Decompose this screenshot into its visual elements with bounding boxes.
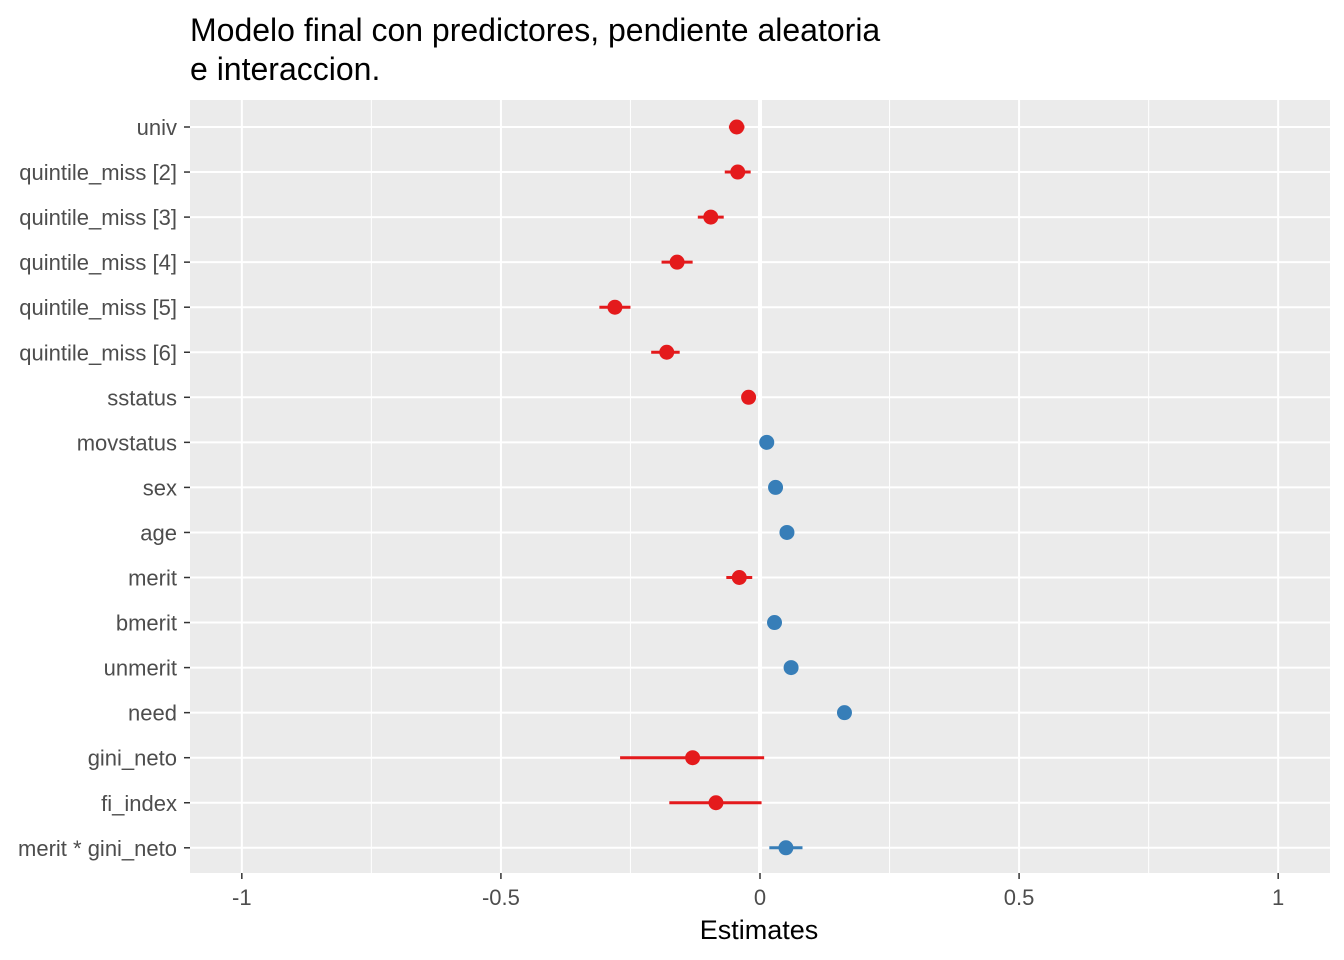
estimate-point bbox=[703, 209, 719, 225]
estimate-point bbox=[767, 615, 783, 631]
estimate-points bbox=[607, 119, 852, 856]
x-tick-label: -1 bbox=[232, 885, 252, 910]
estimate-point bbox=[607, 299, 623, 315]
estimate-point bbox=[778, 840, 794, 856]
y-tick-label: merit * gini_neto bbox=[18, 836, 177, 861]
y-tick-label: sex bbox=[143, 475, 177, 500]
estimate-point bbox=[783, 660, 799, 676]
chart-title-line-2: e interaccion. bbox=[190, 51, 380, 87]
x-tick-label: 0.5 bbox=[1004, 885, 1035, 910]
y-tick-label: need bbox=[128, 701, 177, 726]
x-tick-label: 0 bbox=[754, 885, 766, 910]
estimate-point bbox=[729, 119, 745, 135]
y-tick-label: quintile_miss [4] bbox=[19, 250, 177, 275]
estimate-point bbox=[731, 570, 747, 585]
y-tick-label: quintile_miss [3] bbox=[19, 205, 177, 230]
y-tick-label: quintile_miss [2] bbox=[19, 160, 177, 185]
estimate-point bbox=[741, 389, 757, 405]
x-axis-ticks bbox=[241, 873, 1279, 879]
y-tick-label: quintile_miss [5] bbox=[19, 295, 177, 320]
x-tick-label: 1 bbox=[1272, 885, 1284, 910]
y-tick-label: bmerit bbox=[116, 611, 177, 636]
y-tick-label: age bbox=[140, 520, 177, 545]
y-tick-label: movstatus bbox=[77, 430, 177, 455]
estimate-point bbox=[759, 434, 775, 450]
y-tick-label: gini_neto bbox=[88, 746, 177, 771]
estimate-point bbox=[768, 479, 784, 495]
estimate-point bbox=[730, 164, 746, 180]
estimate-point bbox=[685, 750, 701, 766]
estimate-point bbox=[836, 705, 852, 721]
y-tick-label: fi_index bbox=[101, 791, 177, 816]
y-tick-label: sstatus bbox=[107, 385, 177, 410]
x-axis-labels: -1 -0.5 0 0.5 1 bbox=[232, 885, 1284, 910]
y-axis-labels: univ quintile_miss [2] quintile_miss [3] qu… bbox=[18, 115, 177, 861]
x-tick-label: -0.5 bbox=[482, 885, 520, 910]
estimate-point bbox=[659, 344, 675, 360]
x-axis-title: Estimates bbox=[700, 915, 819, 945]
y-axis-ticks bbox=[184, 126, 190, 849]
estimate-point bbox=[779, 524, 795, 540]
estimate-point bbox=[708, 795, 724, 811]
y-tick-label: quintile_miss [6] bbox=[19, 340, 177, 365]
estimate-point bbox=[669, 254, 685, 270]
y-tick-label: merit bbox=[128, 566, 177, 591]
y-tick-label: unmerit bbox=[104, 656, 177, 681]
y-tick-label: univ bbox=[137, 115, 177, 140]
chart-title-line-1: Modelo final con predictores, pendiente … bbox=[190, 12, 880, 48]
